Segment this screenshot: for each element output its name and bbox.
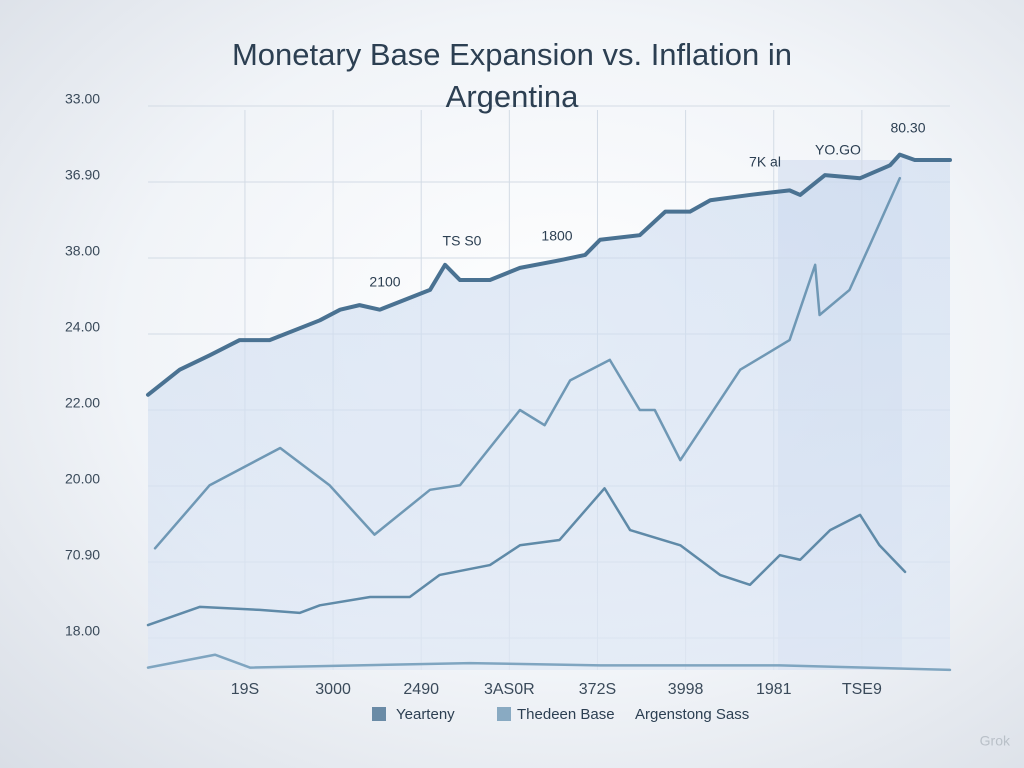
x-tick-label: 1981 [756, 681, 792, 698]
line [146, 152, 952, 397]
chart-title: Monetary Base Expansion vs. Inflation in… [231, 37, 793, 114]
y-tick-label: 24.00 [65, 319, 100, 335]
legend-swatch [372, 707, 386, 721]
x-tick-label: 19S [231, 681, 259, 698]
x-tick-label: 2490 [403, 681, 439, 698]
annotation: 80.30 [890, 120, 925, 136]
x-tick-label: 372S [579, 681, 616, 698]
annotation: YO.GO [815, 142, 861, 158]
y-tick-label: 20.00 [65, 471, 100, 487]
x-tick-label: 3AS0R [484, 681, 535, 698]
legend-swatch [497, 707, 511, 721]
annotation: 7K al [749, 154, 781, 170]
x-tick-label: TSE9 [842, 681, 882, 698]
annotation: 1800 [541, 228, 572, 244]
line [153, 176, 902, 550]
y-tick-label: 18.00 [65, 623, 100, 639]
legend-label: Thedeen Base [517, 706, 615, 723]
y-tick-label: 38.00 [65, 243, 100, 259]
watermark: Grok [980, 733, 1011, 749]
y-tick-label: 22.00 [65, 395, 100, 411]
x-tick-label: 3000 [315, 681, 351, 698]
legend-label: Yearteny [396, 706, 455, 723]
annotation: 2100 [369, 274, 400, 290]
x-tick-label: 3998 [668, 681, 704, 698]
y-tick-label: 70.90 [65, 547, 100, 563]
annotation: TS S0 [443, 233, 482, 249]
y-tick-label: 33.00 [65, 91, 100, 107]
area [148, 154, 950, 670]
legend-label: Argenstong Sass [635, 706, 749, 723]
y-tick-label: 36.90 [65, 167, 100, 183]
line [146, 653, 952, 672]
line [146, 487, 907, 627]
